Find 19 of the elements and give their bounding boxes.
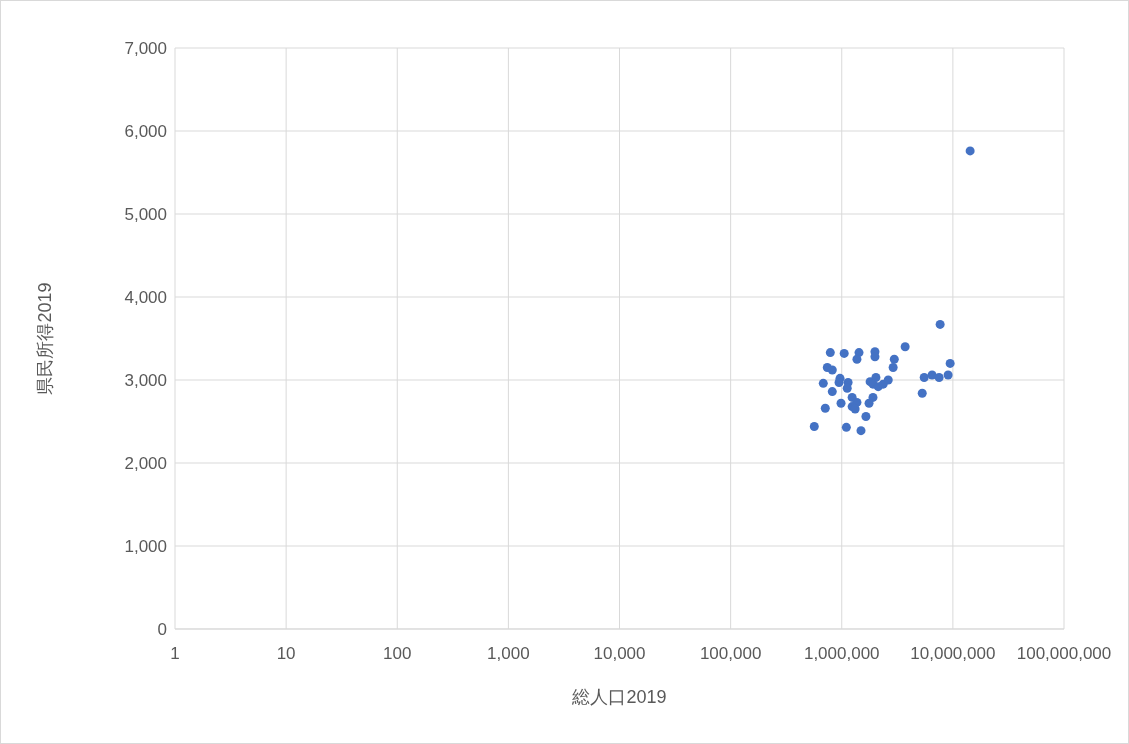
x-tick-label: 10,000,000 <box>910 644 996 664</box>
x-tick-label: 10 <box>276 644 296 664</box>
x-tick-label: 10,000 <box>593 644 646 664</box>
x-tick-label: 1 <box>170 644 180 664</box>
x-tick-label: 1,000,000 <box>803 644 880 664</box>
y-axis-title: 県民所得2019 <box>35 282 56 395</box>
y-tick-label: 0 <box>157 620 167 640</box>
x-tick-label: 100,000,000 <box>1016 644 1112 664</box>
x-tick-label: 100 <box>383 644 412 664</box>
x-tick-label: 1,000 <box>487 644 530 664</box>
y-tick-label: 5,000 <box>124 205 167 225</box>
y-tick-label: 3,000 <box>124 371 167 391</box>
y-tick-label: 1,000 <box>124 537 167 557</box>
y-tick-label: 2,000 <box>124 454 167 474</box>
y-tick-label: 6,000 <box>124 122 167 142</box>
y-tick-label: 4,000 <box>124 288 167 308</box>
y-tick-label: 7,000 <box>124 39 167 59</box>
x-axis-title: 総人口2019 <box>571 687 667 707</box>
x-tick-label: 100,000 <box>699 644 762 664</box>
